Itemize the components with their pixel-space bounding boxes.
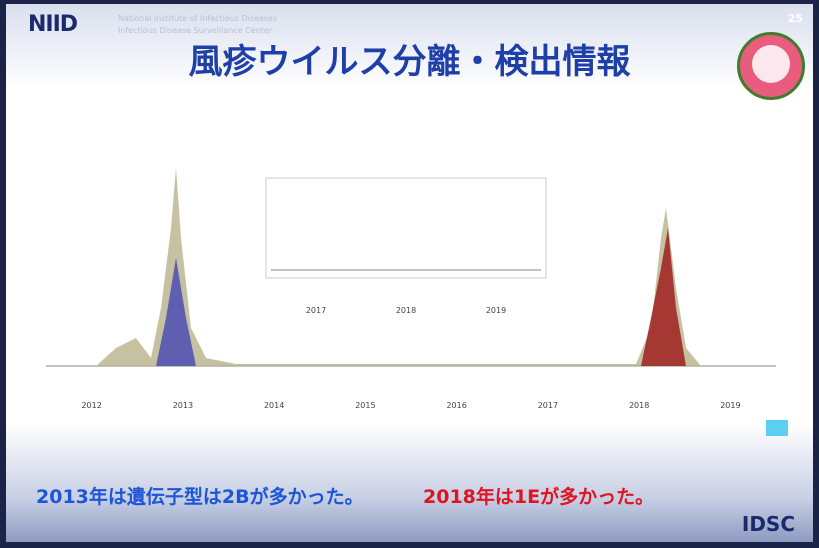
histogram-silhouette — [156, 258, 196, 366]
figure: 2012 2013 2014 2015 2016 2017 2018 2019 2017 2018… — [46, 168, 788, 436]
histogram-silhouette — [96, 168, 701, 366]
logo: NIID — [28, 12, 78, 37]
conclusion-text: 2018年は1Eが多かった。 — [423, 486, 655, 508]
year-label: 2013 — [173, 401, 193, 410]
institute-name: National Institute of Infectious Disease… — [118, 14, 278, 23]
slide-title: 風疹ウイルス分離・検出情報 — [188, 42, 631, 82]
slide-body: NIID National Institute of Infectious Di… — [6, 4, 813, 542]
conclusion-text: 2013年は遺伝子型は2Bが多かった。 — [36, 486, 364, 508]
inset-year-label: 2017 — [306, 306, 326, 315]
page-number: 25 — [787, 12, 803, 25]
legend-icon — [766, 420, 788, 436]
histogram-silhouette — [641, 228, 686, 366]
year-label: 2016 — [446, 401, 466, 410]
year-label: 2018 — [629, 401, 649, 410]
year-label: 2019 — [720, 401, 740, 410]
inset-year-label: 2018 — [396, 306, 416, 315]
year-label: 2014 — [264, 401, 284, 410]
center-name: Infectious Disease Surveillance Center — [118, 26, 273, 35]
badge-icon — [737, 32, 805, 100]
year-label: 2012 — [81, 401, 101, 410]
year-label: 2017 — [538, 401, 558, 410]
inset-year-label: 2019 — [486, 306, 506, 315]
footer-logo: IDSC — [741, 512, 795, 536]
inset-chart — [265, 177, 547, 279]
year-label: 2015 — [355, 401, 375, 410]
